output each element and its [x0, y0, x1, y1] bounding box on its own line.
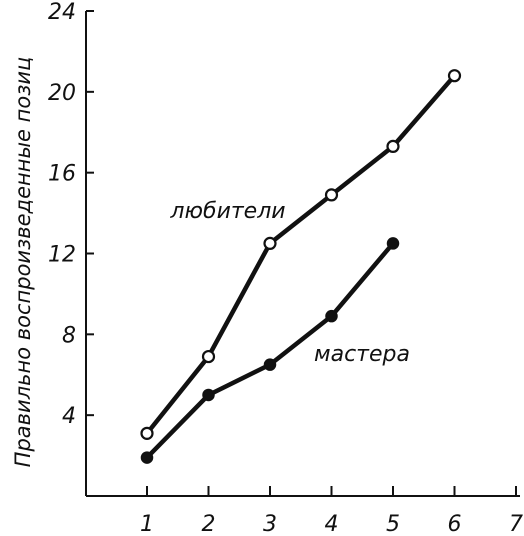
y-axis-label: Правильно воспроизведенные позиц	[11, 57, 35, 468]
data-point	[263, 236, 277, 250]
data-point	[140, 426, 154, 440]
y-tick-label: 12	[48, 243, 76, 268]
data-point	[386, 139, 400, 153]
series-label-1: любители	[169, 199, 285, 224]
y-tick-label: 4	[62, 404, 76, 429]
x-tick-label: 5	[386, 512, 400, 536]
x-tick-label: 1	[140, 512, 154, 536]
data-point	[324, 188, 339, 202]
data-point	[263, 358, 277, 371]
series-labels: любители мастера	[169, 199, 410, 367]
x-tick-label: 7	[509, 512, 523, 536]
y-ticks: 4 8 12 16 20 24	[48, 0, 94, 429]
series-line-1	[145, 74, 457, 435]
y-tick-label: 24	[48, 0, 76, 25]
data-point	[386, 237, 400, 250]
x-tick-label: 6	[448, 512, 462, 536]
axes	[85, 11, 520, 497]
x-tick-label: 4	[325, 512, 339, 536]
data-point	[202, 388, 215, 402]
series-group	[140, 69, 462, 464]
y-tick-label: 20	[48, 81, 76, 106]
data-point	[201, 349, 216, 364]
data-point	[140, 451, 154, 464]
data-point	[447, 69, 462, 83]
x-ticks: 1 2 3 4 5 6 7	[140, 486, 523, 536]
series-label-2: мастера	[314, 342, 410, 367]
y-tick-label: 8	[62, 323, 76, 348]
data-point	[325, 309, 338, 323]
y-tick-label: 16	[48, 162, 76, 187]
x-tick-label: 2	[202, 512, 216, 536]
x-tick-label: 3	[263, 512, 277, 536]
